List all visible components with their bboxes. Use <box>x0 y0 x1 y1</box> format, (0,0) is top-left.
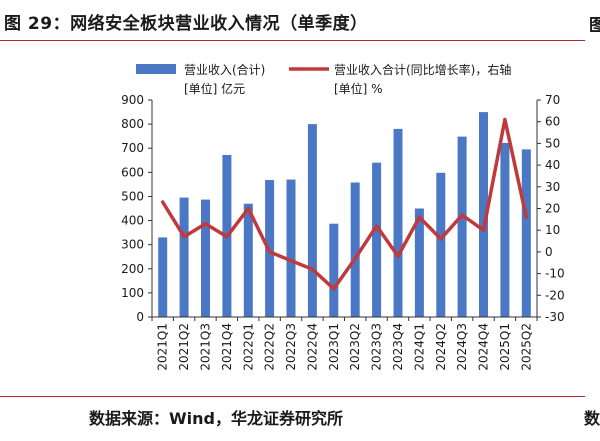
axes: 0 100 200 300 400 500 600 700 800 900 -30 -20 -10 0 10… <box>121 93 565 371</box>
right-tick-label: 70 <box>545 93 560 107</box>
x-tick-label: 2023Q2 <box>348 323 362 371</box>
right-tick-label: 10 <box>545 223 560 237</box>
right-tick-label: 0 <box>545 245 553 259</box>
growth-line-path <box>160 117 529 291</box>
left-tick-label: 400 <box>121 214 144 228</box>
revenue-bar <box>414 208 424 317</box>
x-tick-label: 2025Q2 <box>519 323 533 371</box>
x-tick-label: 2021Q1 <box>156 323 170 371</box>
legend-bar-label: 营业收入(合计) <box>184 62 265 77</box>
revenue-bar <box>521 149 531 317</box>
right-tick-label: 40 <box>545 158 560 172</box>
title-rule <box>0 40 585 41</box>
x-tick-label: 2023Q1 <box>327 323 341 371</box>
right-tick-label: -20 <box>545 288 565 302</box>
legend-bar-unit: [单位] 亿元 <box>184 81 245 96</box>
growth-line <box>160 117 529 291</box>
left-tick-label: 800 <box>121 117 144 131</box>
x-tick-label: 2025Q1 <box>498 323 512 371</box>
left-tick-label: 300 <box>121 238 144 252</box>
legend-line-label: 营业收入合计(同比增长率)，右轴 <box>334 62 511 77</box>
left-tick-label: 0 <box>136 310 144 324</box>
left-tick-label: 700 <box>121 141 144 155</box>
clipped-edge-glyph: 图 <box>589 16 600 32</box>
revenue-bar <box>457 136 467 317</box>
x-tick-label: 2022Q2 <box>263 323 277 371</box>
revenue-bar <box>436 172 446 317</box>
x-tick-label: 2022Q4 <box>305 323 319 371</box>
revenue-bar <box>201 199 210 317</box>
x-tick-label: 2024Q4 <box>477 323 491 371</box>
figure-title: 图 29：网络安全板块营业收入情况（单季度） <box>4 14 368 34</box>
revenue-bar <box>243 203 253 317</box>
left-tick-label: 600 <box>121 165 144 179</box>
x-tick-label: 2021Q2 <box>177 323 191 371</box>
right-tick-label: 50 <box>545 136 560 150</box>
x-tick-label: 2023Q4 <box>391 323 405 371</box>
legend: 营业收入(合计) [单位] 亿元 营业收入合计(同比增长率)，右轴 [单位] % <box>136 62 511 96</box>
revenue-bar <box>393 128 403 317</box>
revenue-bar <box>179 197 189 317</box>
x-tick-label: 2022Q1 <box>241 323 255 371</box>
legend-bar-swatch <box>136 64 176 74</box>
right-tick-label: 30 <box>545 180 560 194</box>
right-tick-label: -10 <box>545 267 565 281</box>
x-tick-label: 2021Q3 <box>198 323 212 371</box>
revenue-bar <box>350 182 360 317</box>
left-tick-label: 100 <box>121 286 144 300</box>
revenue-bar <box>500 142 510 317</box>
revenue-bar <box>307 124 317 317</box>
revenue-bar <box>286 179 296 317</box>
source-note: 数据来源：Wind，华龙证券研究所 <box>89 409 343 428</box>
revenue-bar <box>479 112 488 317</box>
x-tick-label: 2021Q4 <box>220 323 234 371</box>
right-tick-label: 20 <box>545 202 560 216</box>
x-tick-label: 2024Q3 <box>455 323 469 371</box>
revenue-bar <box>372 162 382 317</box>
left-tick-label: 500 <box>121 189 144 203</box>
legend-line-unit: [单位] % <box>334 81 383 96</box>
revenue-bar <box>329 223 339 317</box>
x-tick-label: 2024Q2 <box>434 323 448 371</box>
x-tick-label: 2022Q3 <box>284 323 298 371</box>
x-tick-label: 2023Q3 <box>370 323 384 371</box>
revenue-bar <box>158 237 168 317</box>
left-tick-label: 200 <box>121 262 144 276</box>
right-tick-label: 60 <box>545 115 560 129</box>
right-tick-label: -30 <box>545 310 565 324</box>
x-tick-label: 2024Q1 <box>412 323 426 371</box>
revenue-bars <box>158 112 531 317</box>
left-tick-label: 900 <box>121 93 144 107</box>
source-rule <box>0 396 585 397</box>
clipped-edge-glyph: 数 <box>584 409 600 427</box>
